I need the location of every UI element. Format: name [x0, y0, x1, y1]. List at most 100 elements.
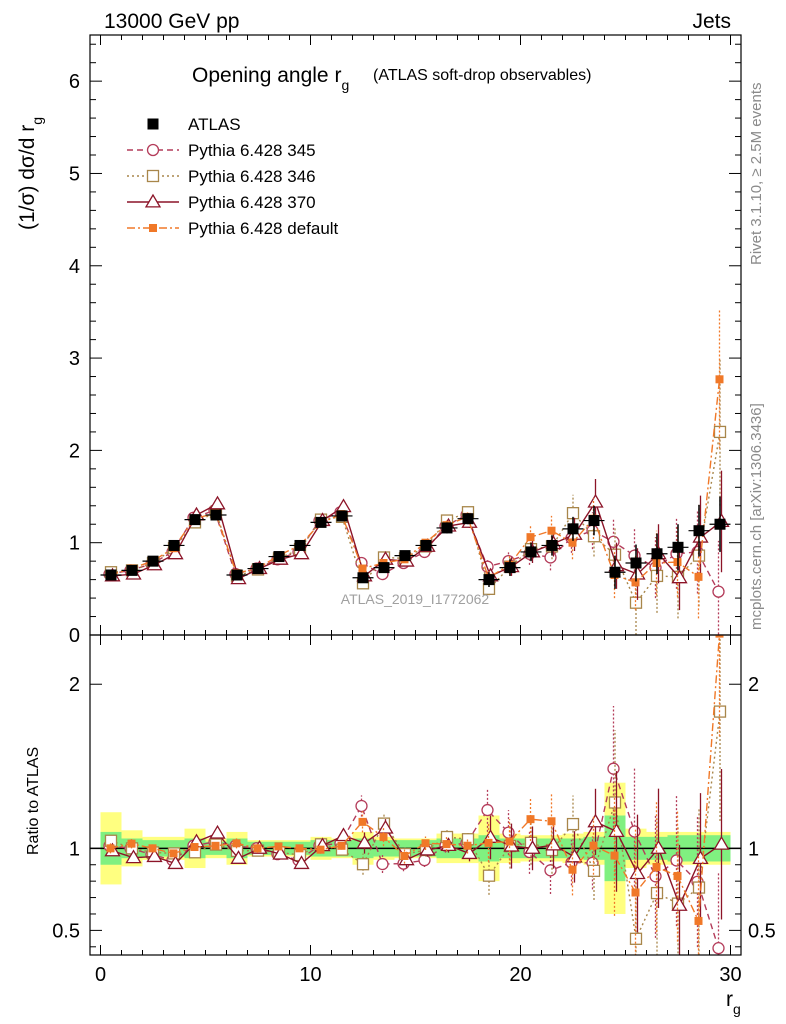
series-ratio-point [628, 825, 641, 838]
series-ratio-point [335, 827, 352, 842]
legend-label: Pythia 6.428 345 [188, 141, 316, 160]
reference-point [483, 574, 495, 586]
y-tick-label: 1 [69, 533, 80, 555]
ratio-tick-label-left: 0.5 [52, 920, 80, 942]
series-ratio-point [376, 857, 389, 871]
reference-point [588, 515, 600, 527]
reference-points [100, 496, 731, 589]
series-ratio-point [421, 839, 430, 848]
reference-point [273, 551, 285, 563]
legend: ATLAS Pythia 6.428 345 Pythia 6.428 346 Pyt… [127, 115, 339, 238]
series-ratio-point [356, 834, 373, 849]
series-ratio-point [209, 824, 226, 839]
series-ratio-point [358, 817, 367, 826]
series-ratio-point [230, 850, 247, 864]
series-ratio-point [418, 854, 431, 867]
series-point [631, 578, 640, 587]
series-point [293, 545, 310, 560]
reference-point [105, 569, 117, 581]
ratio-panel: 0.5 0.51 12 2 0 10 20 30 Ratio to ATLAS rg [25, 35, 776, 1017]
title-text: Opening angle r [192, 64, 341, 87]
series-ratio-point [589, 841, 598, 850]
series-ratio-line [110, 635, 721, 924]
reference-point [567, 523, 579, 535]
x-tick-label: 0 [95, 964, 106, 986]
series-ratio-point [587, 813, 604, 828]
series-ratio-point [169, 849, 178, 858]
legend-marker [147, 118, 159, 130]
series-ratio-point [694, 916, 703, 925]
series-ratio-point [125, 849, 142, 864]
series-ratio-point [673, 871, 682, 880]
series-ratio-point [274, 842, 283, 851]
reference-point [231, 569, 243, 581]
header-energy: 13000 GeV pp [104, 10, 239, 33]
reference-point [651, 548, 663, 560]
reference-point [252, 563, 264, 575]
ratio-tick-label-right: 0.5 [748, 920, 776, 942]
y-axis-label-subscript: g [29, 117, 45, 125]
legend-marker [146, 143, 160, 157]
x-tick-label: 10 [299, 964, 321, 986]
legend-item: Pythia 6.428 346 [127, 167, 316, 186]
series-ratio-point [377, 819, 394, 834]
x-axis-label-text: r [726, 988, 733, 1011]
ratio-tick-label-right: 1 [748, 838, 759, 860]
legend-label: Pythia 6.428 370 [188, 193, 316, 212]
series-ratio-point [629, 865, 646, 880]
series-ratio-point [692, 850, 709, 865]
series-ratio-point [337, 841, 346, 850]
legend-label: Pythia 6.428 346 [188, 167, 316, 186]
series-ratio-point [272, 845, 289, 860]
series-ratio-point [190, 843, 199, 852]
reference-point [378, 562, 390, 574]
series-point [526, 533, 535, 542]
series-ratio-point [400, 851, 409, 860]
series-ratio-point [379, 833, 388, 842]
series-2-ratio [104, 769, 730, 955]
y-axis-label: (1/σ) dσ/d rg [16, 117, 45, 230]
reference-point [420, 539, 432, 551]
series-ratio-point [463, 841, 472, 850]
reference-point [714, 518, 726, 530]
series-ratio-point [502, 826, 515, 839]
series-ratio-point [356, 858, 370, 871]
series-ratio-point [566, 817, 580, 831]
series-ratio-point [715, 635, 724, 638]
reference-point [147, 555, 159, 567]
series-ratio-point [524, 840, 541, 854]
series-point [167, 545, 184, 560]
x-tick-label: 20 [509, 964, 531, 986]
series-point [715, 375, 724, 384]
series-ratio-line [110, 711, 721, 942]
series-point [587, 493, 604, 508]
series-ratio-point [610, 851, 619, 860]
series-point [547, 526, 556, 535]
series-ratio-point [607, 762, 620, 775]
legend-marker [149, 224, 157, 232]
legend-marker [144, 193, 162, 208]
series-ratio-point [544, 864, 557, 877]
series-ratio-point [631, 888, 640, 897]
reference-point [504, 562, 516, 574]
series-ratio-point [442, 840, 451, 849]
svg-text:(1/σ) dσ/d rg: (1/σ) dσ/d rg [16, 117, 45, 230]
series-ratio-point [670, 854, 683, 867]
series-ratio-point [232, 839, 241, 848]
series-point [209, 495, 226, 510]
svg-text:Opening angle rg: Opening angle rg [192, 64, 349, 93]
reference-point [168, 539, 180, 551]
title-suffix: (ATLAS soft-drop observables) [373, 67, 591, 84]
legend-item: Pythia 6.428 370 [127, 193, 316, 212]
series-ratio-point [355, 799, 368, 813]
reference-point [294, 539, 306, 551]
y-tick-label: 6 [69, 71, 80, 93]
series-ratio-point [713, 835, 730, 850]
watermark-label: ATLAS_2019_I1772062 [341, 591, 490, 607]
series-ratio-point [671, 897, 688, 911]
series-ratio-point [505, 837, 514, 846]
reference-point [672, 541, 684, 553]
x-axis-label-subscript: g [733, 1001, 741, 1017]
series-ratio-point [316, 845, 325, 854]
series-point [694, 572, 703, 581]
